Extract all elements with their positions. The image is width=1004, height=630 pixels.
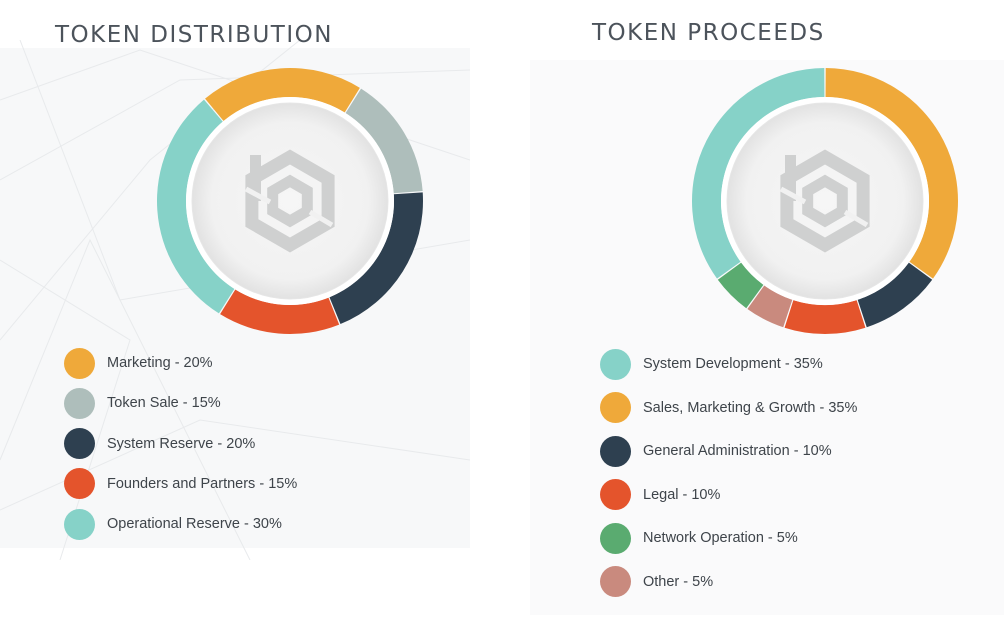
legend-label: Legal - 10% [643,486,721,503]
legend-label: System Development - 35% [643,356,823,372]
legend-swatch [600,392,631,424]
legend-swatch [600,479,631,511]
slice-network-operation [717,262,764,309]
legend-swatch [600,566,631,598]
legend-item-system-reserve: System Reserve - 20% [64,428,297,460]
legend-label: Other - 5% [643,573,714,590]
legend-label: System Reserve - 20% [107,435,256,452]
legend-label: Marketing - 20% [107,355,213,371]
legend-item-network-operation: Network Operation - 5% [600,522,857,554]
legend-label: Network Operation - 5% [643,530,798,547]
legend-swatch [64,347,95,379]
token-proceeds-panel: TOKEN PROCEEDS System Development - 35% … [530,0,1004,630]
legend-swatch [64,428,95,460]
legend-item-legal: Legal - 10% [600,479,857,511]
legend-swatch [64,508,95,540]
legend-label: Operational Reserve - 30% [107,516,282,533]
chart-title: TOKEN DISTRIBUTION [55,22,333,48]
chart-title: TOKEN PROCEEDS [592,20,825,46]
legend-swatch [64,387,95,419]
legend-label: Founders and Partners - 15% [107,475,298,492]
inner-disc [726,102,924,300]
legend-item-system-development: System Development - 35% [600,348,857,380]
inner-disc [191,102,389,300]
legend-item-operational-reserve: Operational Reserve - 30% [64,508,297,540]
slice-system-reserve [329,192,423,325]
legend-swatch [600,522,631,554]
slice-system-development [692,68,825,279]
slice-sales-marketing-growth [825,68,958,279]
hexagon-logo-icon [779,149,870,253]
token-distribution-donut [157,68,423,334]
token-proceeds-donut [692,68,958,334]
token-proceeds-legend: System Development - 35% Sales, Marketin… [600,348,857,610]
token-distribution-legend: Marketing - 20% Token Sale - 15% System … [64,347,297,548]
slice-marketing [205,68,360,121]
legend-label: Sales, Marketing & Growth - 35% [643,399,858,416]
legend-item-founders-and-partners: Founders and Partners - 15% [64,468,297,500]
slice-other [747,285,793,328]
legend-item-other: Other - 5% [600,566,857,598]
slice-legal [784,300,866,334]
legend-swatch [600,435,631,467]
legend-item-token-sale: Token Sale - 15% [64,387,297,419]
legend-swatch [600,348,631,380]
slice-token-sale [345,88,423,194]
legend-item-general-administration: General Administration - 10% [600,435,857,467]
legend-label: General Administration - 10% [643,443,832,460]
legend-label: Token Sale - 15% [107,395,221,412]
legend-swatch [64,468,95,500]
legend-item-sales-marketing-growth: Sales, Marketing & Growth - 35% [600,392,857,424]
legend-item-marketing: Marketing - 20% [64,347,297,379]
slice-founders-and-partners [220,289,340,334]
token-distribution-panel: TOKEN DISTRIBUTION Marketing - 20% Token… [0,0,480,630]
slice-operational-reserve [157,99,235,314]
hexagon-logo-icon [244,149,335,253]
slice-general-administration [857,262,933,328]
